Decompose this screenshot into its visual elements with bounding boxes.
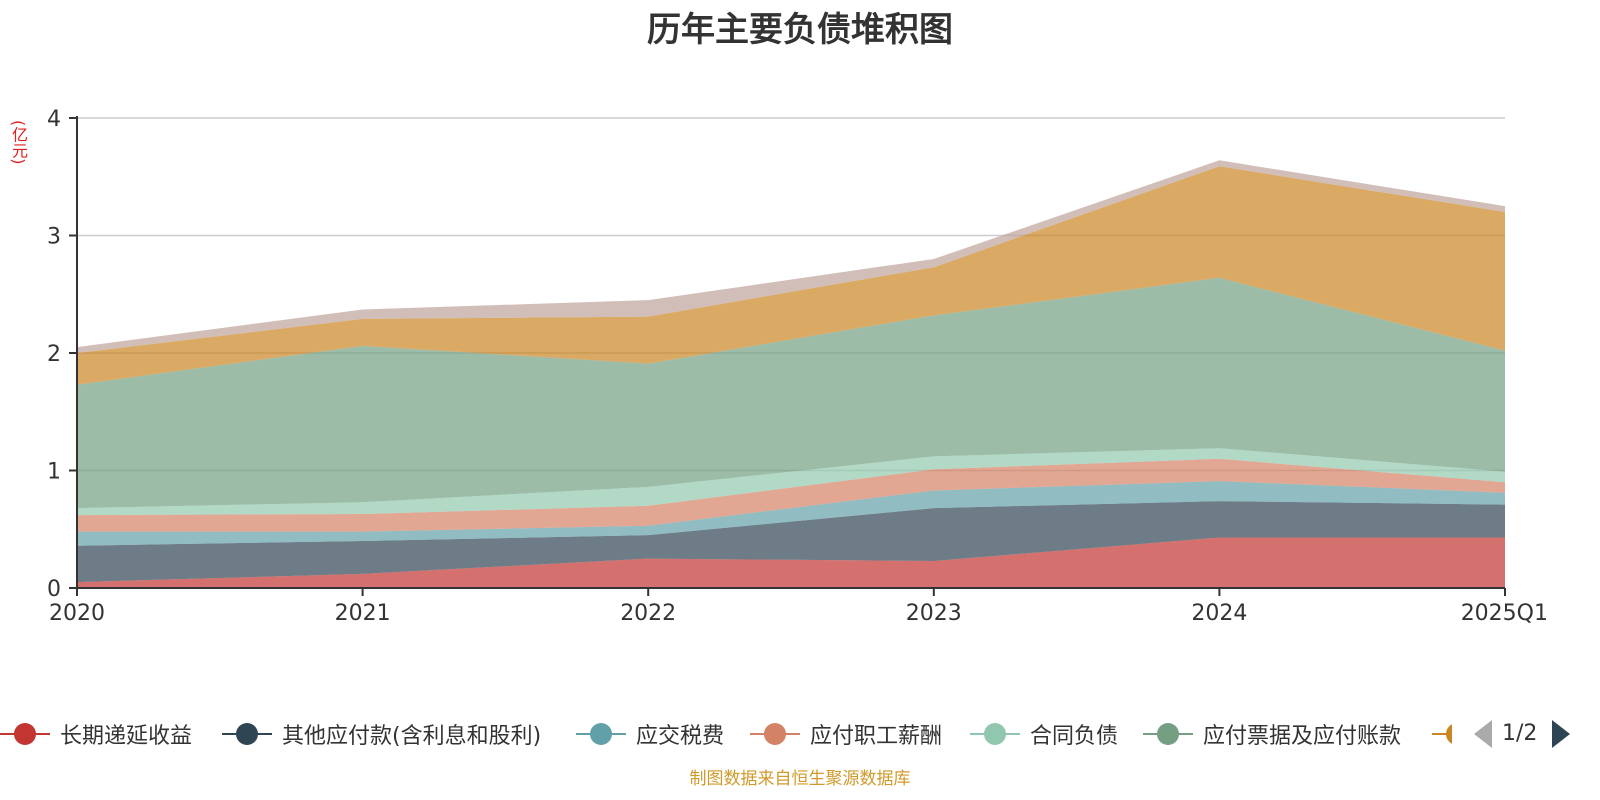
legend-page-indicator: 1/2 [1502,721,1538,746]
legend-item[interactable]: 应付职工薪酬 [750,716,942,752]
legend-marker-icon [0,722,50,746]
legend-label: 合同负债 [1030,724,1119,749]
legend-marker-icon [750,722,800,746]
stacked-area-chart: 0 1 2 3 4 2020 2021 2022 2023 2024 2025Q1 [47,107,1548,626]
legend-item[interactable]: 其他应付款(含利息和股利) [222,716,541,752]
legend-marker-icon [1432,722,1452,746]
area-series-1 [77,501,1505,583]
area-series-2 [77,481,1505,546]
area-series [77,160,1505,588]
y-axis-unit-label: (亿元) [9,120,28,165]
source-note: 制图数据来自恒生聚源数据库 [689,769,911,789]
legend-item[interactable] [1432,716,1452,752]
area-series-3 [77,458,1505,532]
y-tick-label: 4 [47,107,61,132]
legend: 长期递延收益 其他应付款(含利息和股利) 应交税费 应付职工薪酬 合同负债 应付票据及应付… [0,716,1600,752]
chart-title: 历年主要负债堆积图 [647,10,953,50]
legend-marker-icon [970,722,1020,746]
legend-label: 应付票据及应付账款 [1203,724,1402,749]
legend-item[interactable]: 应交税费 [576,716,724,752]
area-series-5 [77,277,1505,509]
legend-prev-page-icon[interactable] [1474,720,1492,748]
legend-items: 长期递延收益 其他应付款(含利息和股利) 应交税费 应付职工薪酬 合同负债 应付票据及应付… [0,716,1452,752]
area-series-7 [77,160,1505,353]
legend-item[interactable]: 长期递延收益 [0,716,192,752]
legend-label: 应交税费 [636,724,725,749]
x-tick-label: 2020 [49,601,105,626]
x-tick-label: 2025Q1 [1461,601,1548,626]
y-tick-label: 3 [47,225,61,250]
legend-marker-icon [1143,722,1193,746]
x-tick-label: 2021 [335,601,391,626]
legend-item[interactable]: 合同负债 [970,716,1118,752]
legend-marker-icon [222,722,272,746]
legend-marker-icon [576,722,626,746]
area-series-4 [77,448,1505,516]
tick-labels: 0 1 2 3 4 2020 2021 2022 2023 2024 2025Q1 [47,107,1548,626]
legend-item[interactable]: 应付票据及应付账款 [1143,716,1401,752]
legend-pager: 1/2 [1470,716,1600,752]
area-series-0 [77,537,1505,588]
legend-label: 长期递延收益 [60,724,193,749]
y-tick-label: 2 [47,342,61,367]
legend-label: 应付职工薪酬 [810,724,943,749]
area-series-6 [77,166,1505,385]
x-tick-label: 2023 [906,601,962,626]
y-tick-label: 0 [47,577,61,602]
x-tick-label: 2024 [1191,601,1247,626]
y-tick-label: 1 [47,460,61,485]
legend-next-page-icon[interactable] [1552,720,1570,748]
legend-label: 其他应付款(含利息和股利) [282,724,542,749]
x-tick-label: 2022 [620,601,676,626]
axes [69,116,1506,596]
